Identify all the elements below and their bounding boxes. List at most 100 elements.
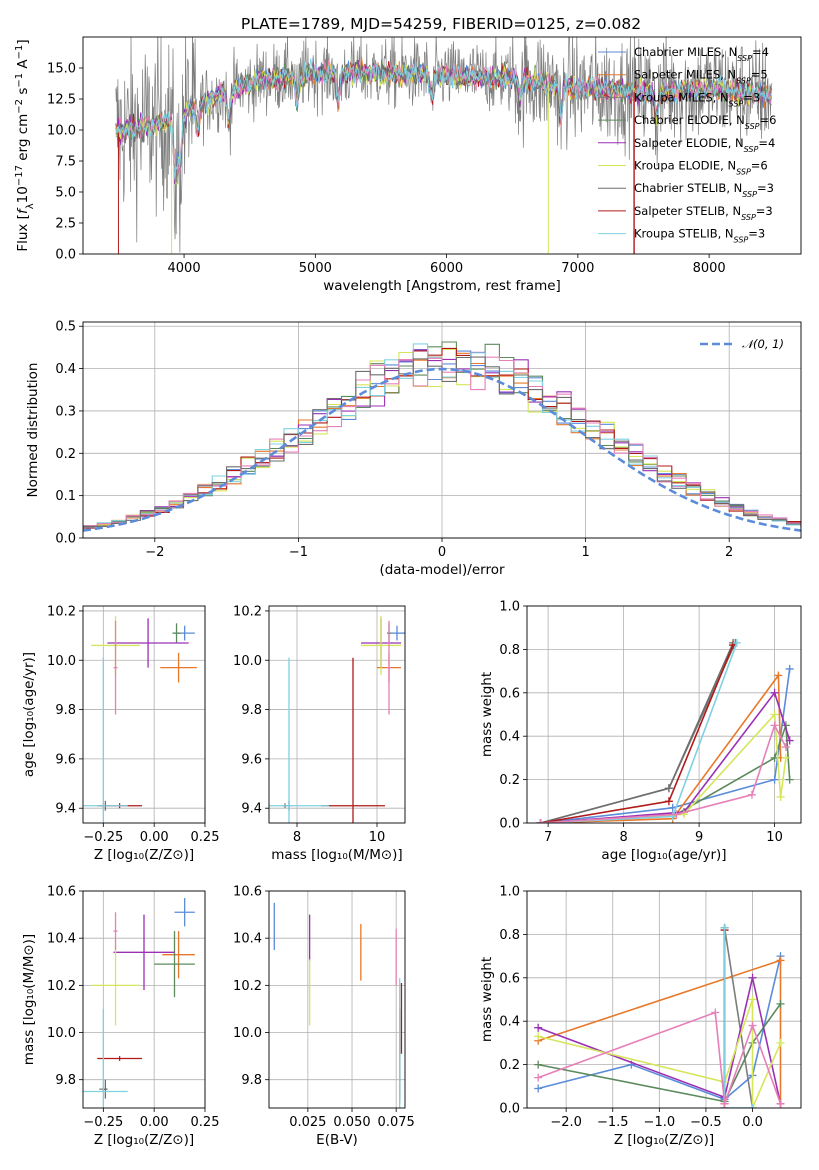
x-tick-label: 0.00: [140, 830, 169, 845]
weight-line: [540, 673, 782, 823]
normal-curve: [83, 367, 801, 532]
legend-label-name: Salpeter STELIB, N: [634, 204, 741, 218]
weight-point: [534, 1023, 543, 1032]
y-tick-label: 12.5: [47, 93, 76, 108]
weight-point: [770, 775, 779, 784]
y-tick-label: 9.4: [241, 802, 262, 817]
y-tick-label: 10.0: [233, 654, 262, 669]
legend-label-suffix: =3: [748, 227, 765, 241]
age_vs_mass-xlabel: mass [log₁₀(M/M⊙)]: [271, 847, 402, 863]
y-tick-label: 0.6: [499, 686, 520, 701]
spectrum-ylabel-part: ]: [15, 39, 31, 44]
residuals-ylabel: Normed distribution: [25, 363, 41, 498]
legend-label: Kroupa ELODIE, NSSP=6: [634, 159, 768, 177]
weight-point: [781, 743, 790, 752]
weight-line: [540, 691, 791, 823]
y-tick-label: 10.4: [47, 932, 76, 947]
residuals-frame: [82, 321, 802, 539]
y-tick-label: 0.1: [55, 489, 76, 504]
legend-label-sub: SSP: [744, 144, 759, 153]
y-tick-label: 9.8: [55, 703, 76, 718]
y-tick-label: 10.0: [47, 124, 76, 139]
legend-label-name: Kroupa STELIB, N: [634, 227, 734, 241]
weight-point: [785, 664, 794, 673]
y-tick-label: 0.0: [499, 1102, 520, 1117]
y-tick-label: 1.0: [499, 600, 520, 615]
x-tick-label: 8000: [693, 261, 726, 276]
x-tick-label: −1.0: [644, 1115, 676, 1130]
age_vs_Z-plot: [83, 615, 197, 823]
x-tick-label: 8: [293, 830, 301, 845]
legend-label-name: Chabrier MILES, N: [634, 45, 737, 59]
y-tick-label: 0.5: [55, 320, 76, 335]
x-tick-label: 1: [581, 545, 589, 560]
y-tick-label: 0.2: [499, 773, 520, 788]
weight-point: [748, 973, 757, 982]
y-tick-label: 5.0: [55, 186, 76, 201]
spectrum-frame: [82, 36, 802, 255]
y-tick-label: 9.8: [55, 1073, 76, 1088]
y-tick-label: 0.2: [499, 1058, 520, 1073]
spectrum-ylabel-part: Flux [: [15, 214, 31, 252]
y-tick-label: 10.0: [47, 1026, 76, 1041]
age_vs_Z-axes: −0.25 0.00 0.25 9.4 9.6 9.8 10.0 10.2: [47, 604, 219, 845]
legend-label-sub: SSP: [741, 212, 756, 221]
weight-line: [540, 668, 791, 823]
weight-point: [711, 1008, 720, 1017]
y-tick-label: 0.6: [499, 971, 520, 986]
legend-label-suffix: =5: [751, 68, 768, 82]
age_vs_mass-axes: 8 10 9.4 9.6 9.8 10.0 10.2: [233, 604, 405, 845]
mass_vs_Z-ylabel: mass [log₁₀(M/M⊙)]: [21, 934, 37, 1065]
spectrum-ylabel: Flux [fλ10−17 erg cm−2 s−1 A−1]: [14, 39, 36, 251]
legend-label: Salpeter MILES, NSSP=5: [634, 68, 768, 86]
spectrum-ylabel-part: 10: [15, 186, 31, 203]
y-tick-label: 15.0: [47, 62, 76, 77]
age_vs_mass-plot: [269, 615, 405, 823]
weight-line: [537, 977, 782, 1104]
spectrum-ylabel-part: f: [15, 207, 31, 214]
y-tick-label: 9.4: [55, 802, 76, 817]
spectrum-ylabel-part: λ: [25, 203, 36, 209]
weight-line: [540, 712, 787, 823]
x-tick-label: 0.075: [378, 1115, 415, 1130]
legend-label-suffix: =6: [751, 159, 768, 173]
mass_vs_Z-xlabel: Z [log₁₀(Z/Z⊙)]: [94, 1132, 194, 1148]
spectrum-ylabel-part: −2: [14, 99, 25, 114]
legend-label: Salpeter ELODIE, NSSP=4: [634, 136, 775, 154]
weight-line: [538, 1003, 782, 1103]
age_vs_Z-xlabel: Z [log₁₀(Z/Z⊙)]: [94, 847, 194, 863]
weight_vs_age-frame: [526, 605, 802, 824]
mass_vs_Z-axes: −0.25 0.00 0.25 9.8 10.0 10.2 10.4 10.6: [47, 885, 219, 1131]
residuals-xlabel: (data-model)/error: [379, 562, 505, 578]
spectrum-ylabel-part: A: [15, 59, 31, 73]
weight-point: [774, 671, 783, 680]
x-tick-label: −0.25: [83, 1115, 123, 1130]
spectrum-axes: 4000 5000 6000 7000 8000 0.0 2.5 5.0 7.5 10.0 12.5…: [47, 62, 726, 277]
y-tick-label: 2.5: [55, 217, 76, 232]
weight_vs_Z-ylabel: mass weight: [479, 957, 495, 1042]
x-tick-label: 0.00: [140, 1115, 169, 1130]
x-tick-label: 9: [695, 830, 703, 845]
x-tick-label: 0.0: [742, 1115, 763, 1130]
y-tick-label: 9.8: [241, 703, 262, 718]
mass_vs_Z-plot: [83, 898, 195, 1108]
weight-point: [781, 753, 790, 762]
weight_vs_Z-plot: [534, 923, 785, 1108]
spectrum-line-kroupa-stelib: [115, 58, 772, 180]
spectrum-ylabel-part: s: [15, 88, 31, 99]
y-tick-label: 9.8: [241, 1073, 262, 1088]
legend-label-sub: SSP: [745, 122, 760, 131]
age_vs_Z-ylabel: age [log₁₀(age/yr)]: [21, 652, 37, 777]
x-tick-label: −2.0: [550, 1115, 582, 1130]
y-tick-label: 0.2: [55, 447, 76, 462]
residuals-legend: 𝒩(0, 1): [700, 337, 784, 351]
mass_vs_EBV-frame: [268, 890, 406, 1109]
weight-point: [748, 1104, 757, 1108]
weight-point: [776, 1038, 785, 1047]
legend-label-name: Kroupa ELODIE, N: [634, 159, 736, 173]
spectrum-ylabel-part: −1: [14, 45, 25, 60]
x-tick-label: −0.25: [83, 830, 123, 845]
weight-point: [534, 1032, 543, 1041]
x-tick-label: 7: [544, 830, 552, 845]
x-tick-label: 4000: [168, 261, 201, 276]
